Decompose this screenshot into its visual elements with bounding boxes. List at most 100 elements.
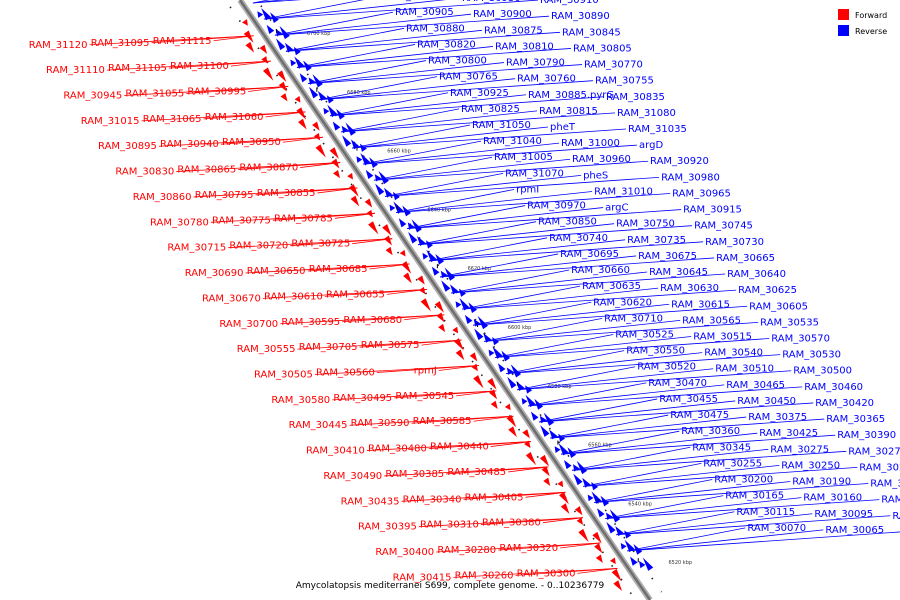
gene-label[interactable]: RAM_30185: [870, 479, 900, 490]
gene-label[interactable]: RAM_30690: [185, 268, 244, 279]
gene-label[interactable]: RAM_30535: [760, 317, 819, 328]
gene-label[interactable]: RAM_30945: [63, 90, 122, 101]
gene-label[interactable]: RAM_30760: [517, 74, 576, 85]
gene-label[interactable]: RAM_30520: [637, 362, 696, 373]
gene-label[interactable]: RAM_30740: [549, 233, 608, 244]
gene-label[interactable]: RAM_30470: [648, 378, 707, 389]
gene-label[interactable]: RAM_30475: [670, 410, 729, 421]
gene-label[interactable]: RAM_30390: [837, 430, 896, 441]
gene-label[interactable]: RAM_30605: [749, 301, 808, 312]
gene-label[interactable]: RAM_30980: [661, 172, 720, 183]
gene-label[interactable]: RAM_30860: [133, 192, 192, 203]
gene-label[interactable]: RAM_30695: [560, 249, 619, 260]
gene-label[interactable]: RAM_30925: [450, 88, 509, 99]
gene-label[interactable]: RAM_31005: [494, 152, 553, 163]
gene-label[interactable]: RAM_30950: [222, 137, 281, 148]
gene-label[interactable]: RAM_31100: [170, 61, 229, 72]
gene-label[interactable]: RAM_30885.pyrG: [528, 90, 614, 101]
gene-label[interactable]: RAM_30685: [309, 264, 368, 275]
gene-label[interactable]: RAM_30855: [257, 188, 316, 199]
gene-label[interactable]: RAM_30160: [803, 493, 862, 504]
gene-label[interactable]: RAM_31070: [505, 168, 564, 179]
gene-label[interactable]: RAM_30365: [826, 414, 885, 425]
gene-label[interactable]: RAM_30810: [495, 41, 554, 52]
gene-label[interactable]: RAM_31050: [472, 120, 531, 131]
gene-label[interactable]: RAM_30970: [527, 201, 586, 212]
gene-label[interactable]: RAM_30750: [616, 219, 675, 230]
gene-label[interactable]: RAM_30820: [417, 39, 476, 50]
gene-label[interactable]: RAM_30450: [737, 396, 796, 407]
gene-label[interactable]: RAM_30845: [562, 27, 621, 38]
gene-label[interactable]: RAM_31035: [628, 124, 687, 135]
gene-label[interactable]: RAM_30565: [682, 315, 741, 326]
gene-label[interactable]: argD: [639, 140, 663, 151]
gene-label[interactable]: RAM_30270: [848, 446, 900, 457]
gene-label[interactable]: RAM_30570: [771, 333, 830, 344]
gene-label[interactable]: RAM_30755: [595, 76, 654, 87]
gene-label[interactable]: RAM_30080: [892, 511, 900, 522]
gene-label[interactable]: RAM_30825: [461, 104, 520, 115]
gene-label[interactable]: RAM_30645: [649, 267, 708, 278]
gene-label[interactable]: RAM_31080: [617, 108, 676, 119]
gene-label[interactable]: RAM_30200: [714, 475, 773, 486]
gene-label[interactable]: RAM_30360: [681, 426, 740, 437]
gene-label[interactable]: RAM_30870: [239, 163, 298, 174]
gene-label[interactable]: RAM_30900: [473, 9, 532, 20]
gene-label[interactable]: RAM_30835: [606, 92, 665, 103]
gene-label[interactable]: RAM_30995: [187, 86, 246, 97]
gene-label[interactable]: RAM_30780: [150, 217, 209, 228]
gene-label[interactable]: RAM_30515: [693, 331, 752, 342]
gene-label[interactable]: RAM_30375: [748, 412, 807, 423]
gene-label[interactable]: RAM_30490: [323, 471, 382, 482]
gene-label[interactable]: RAM_30550: [626, 346, 685, 357]
gene-label[interactable]: RAM_30250: [781, 460, 840, 471]
gene-label[interactable]: RAM_30445: [289, 420, 348, 431]
gene-label[interactable]: RAM_31110: [46, 65, 105, 76]
gene-label[interactable]: RAM_30785: [274, 213, 333, 224]
gene-label[interactable]: RAM_30880: [406, 23, 465, 34]
gene-label[interactable]: RAM_30400: [375, 547, 434, 558]
gene-label[interactable]: RAM_30765: [439, 72, 498, 83]
gene-label[interactable]: RAM_30625: [738, 285, 797, 296]
gene-label[interactable]: RAM_30815: [539, 106, 598, 117]
gene-label[interactable]: RAM_30465: [726, 380, 785, 391]
gene-label[interactable]: argC: [605, 203, 628, 214]
gene-label[interactable]: RAM_30580: [271, 395, 330, 406]
gene-label[interactable]: RAM_30675: [638, 251, 697, 262]
gene-label[interactable]: RAM_30275: [770, 444, 829, 455]
gene-label[interactable]: RAM_30435: [341, 496, 400, 507]
gene-label[interactable]: RAM_30665: [716, 253, 775, 264]
gene-label[interactable]: RAM_30715: [167, 243, 226, 254]
gene-label[interactable]: RAM_30500: [793, 366, 852, 377]
gene-label[interactable]: RAM_30895: [98, 141, 157, 152]
gene-label[interactable]: RAM_30660: [571, 265, 630, 276]
gene-label[interactable]: RAM_30680: [343, 315, 402, 326]
gene-label[interactable]: RAM_30345: [692, 442, 751, 453]
gene-label[interactable]: RAM_30320: [499, 543, 558, 554]
gene-label[interactable]: RAM_30095: [814, 509, 873, 520]
gene-label[interactable]: RAM_30735: [627, 235, 686, 246]
gene-label[interactable]: RAM_30575: [361, 340, 420, 351]
gene-label[interactable]: RAM_30790: [506, 58, 565, 69]
gene-label[interactable]: RAM_31120: [29, 40, 88, 51]
gene-label[interactable]: RAM_30725: [291, 239, 350, 250]
gene-label[interactable]: RAM_30965: [672, 188, 731, 199]
gene-label[interactable]: RAM_30615: [671, 299, 730, 310]
gene-label[interactable]: RAM_30830: [115, 167, 174, 178]
gene-label[interactable]: RAM_30485: [447, 467, 506, 478]
gene-label[interactable]: RAM_30405: [465, 492, 524, 503]
gene-label[interactable]: RAM_30460: [804, 382, 863, 393]
gene-label[interactable]: RAM_31000: [561, 138, 620, 149]
gene-label[interactable]: RAM_30800: [428, 56, 487, 67]
gene-label[interactable]: RAM_30505: [254, 369, 313, 380]
gene-label[interactable]: RAM_30850: [538, 217, 597, 228]
gene-label[interactable]: RAM_30655: [326, 289, 385, 300]
gene-label[interactable]: rpmI: [516, 184, 539, 195]
gene-label[interactable]: RAM_30920: [650, 156, 709, 167]
gene-label[interactable]: RAM_30190: [792, 477, 851, 488]
gene-label[interactable]: RAM_30525: [615, 329, 674, 340]
gene-label[interactable]: RAM_30620: [593, 297, 652, 308]
gene-label[interactable]: RAM_31040: [483, 136, 542, 147]
gene-label[interactable]: RAM_30630: [660, 283, 719, 294]
gene-label[interactable]: RAM_30635: [582, 281, 641, 292]
